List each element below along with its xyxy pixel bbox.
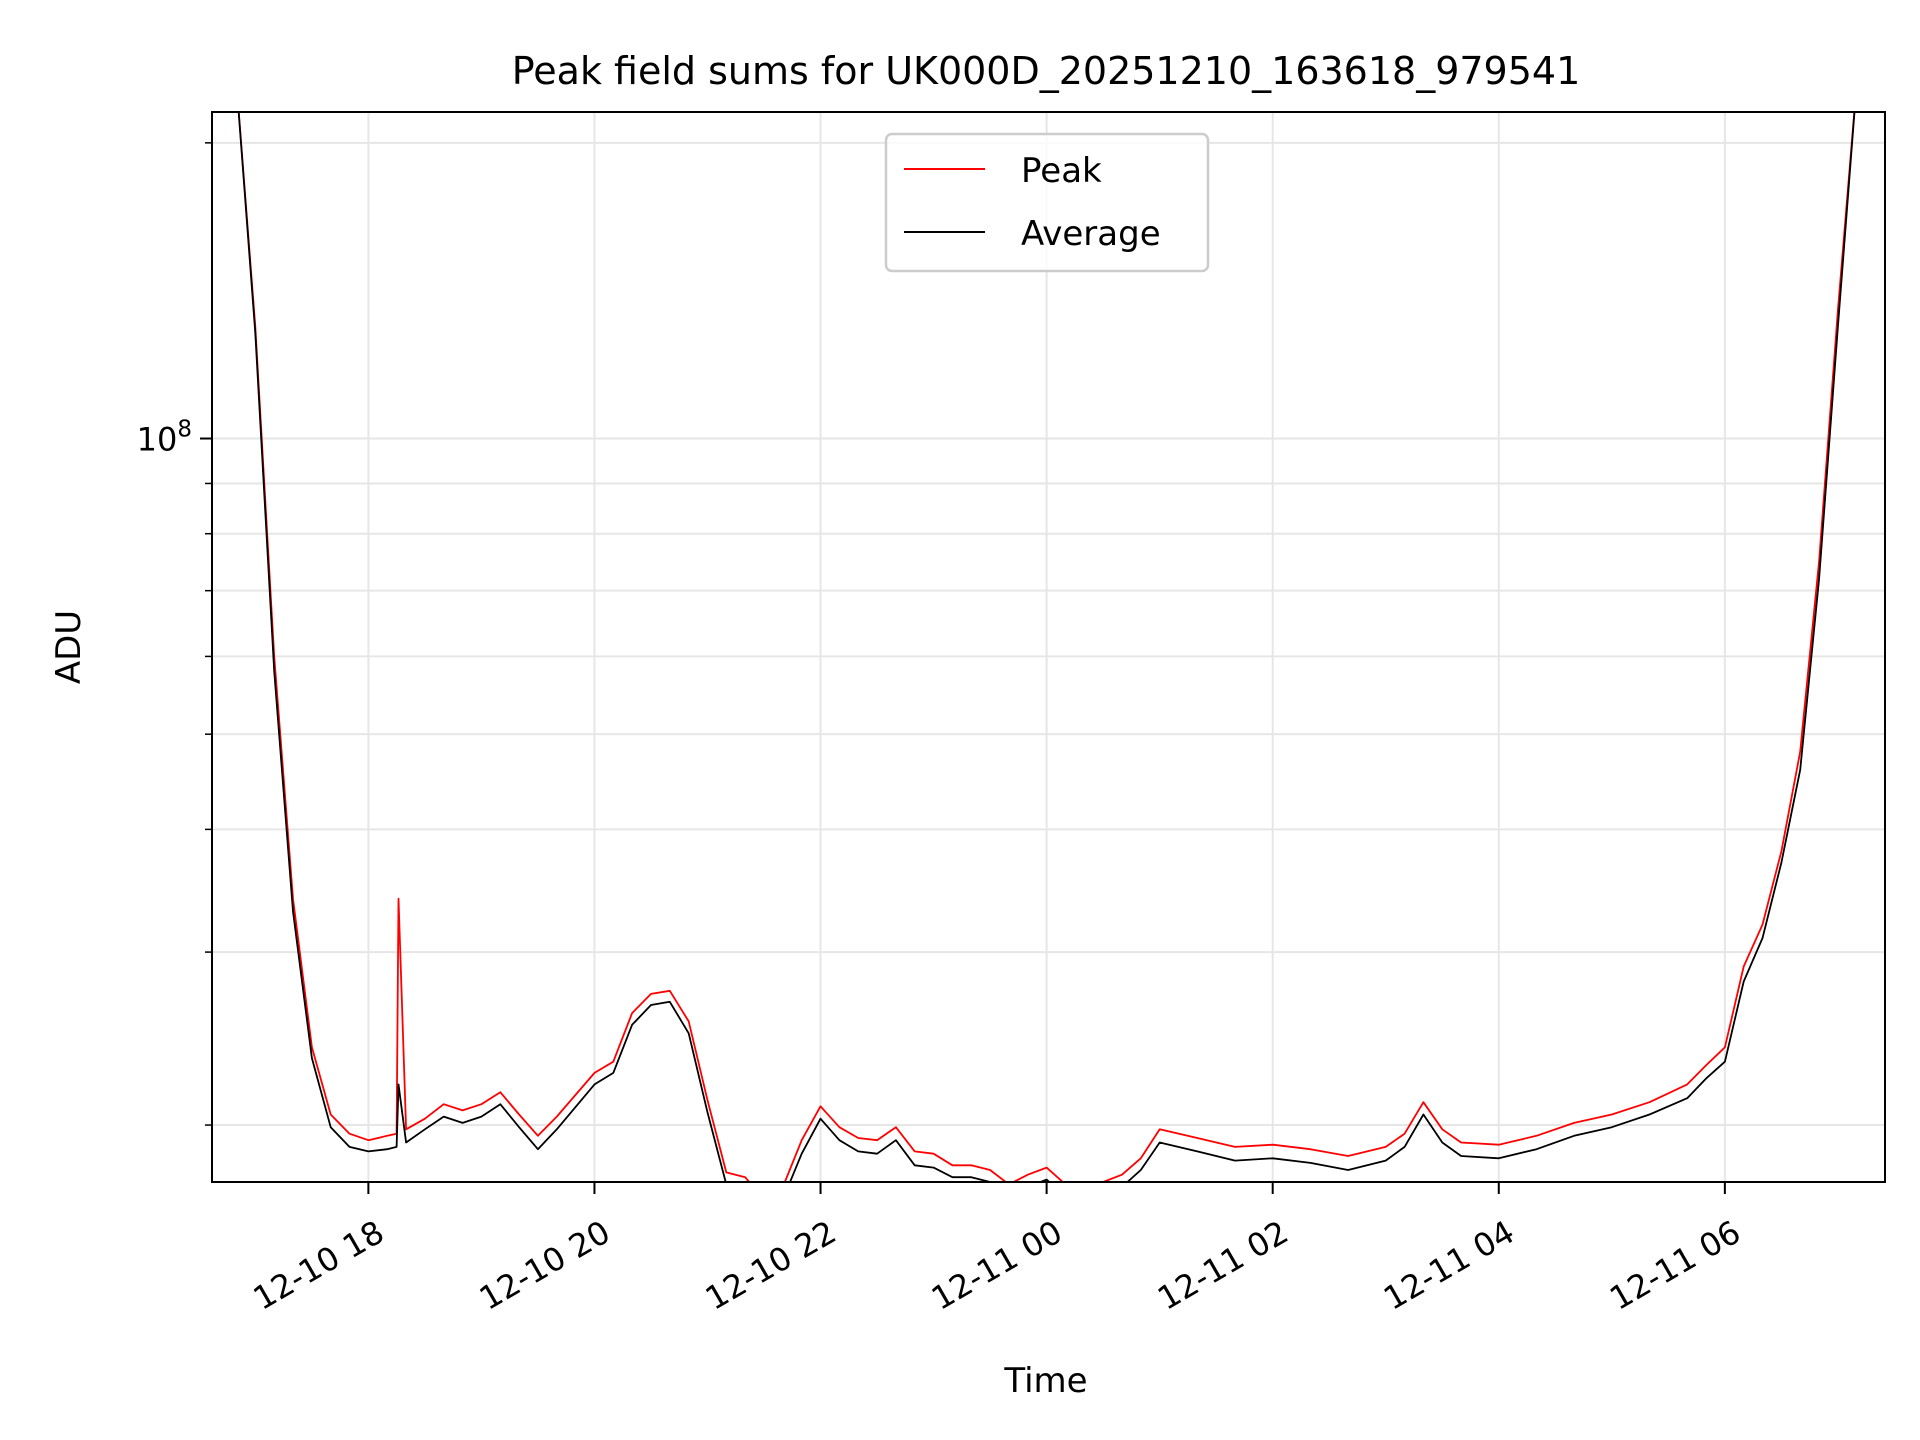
legend-label-peak: Peak bbox=[1021, 151, 1102, 191]
y-axis-label: ADU bbox=[49, 610, 89, 684]
series-line-average bbox=[237, 112, 1856, 1182]
y-tick-label: 108 bbox=[137, 417, 192, 459]
x-axis-label: Time bbox=[1003, 1361, 1087, 1401]
grid bbox=[212, 112, 1885, 1182]
legend: Peak Average bbox=[884, 132, 1210, 273]
chart-title: Peak field sums for UK000D_20251210_1636… bbox=[512, 49, 1581, 93]
legend-label-average: Average bbox=[1021, 214, 1161, 254]
series-layer bbox=[237, 112, 1856, 1182]
plot-frame bbox=[211, 111, 1886, 1183]
series-line-peak bbox=[237, 112, 1856, 1182]
